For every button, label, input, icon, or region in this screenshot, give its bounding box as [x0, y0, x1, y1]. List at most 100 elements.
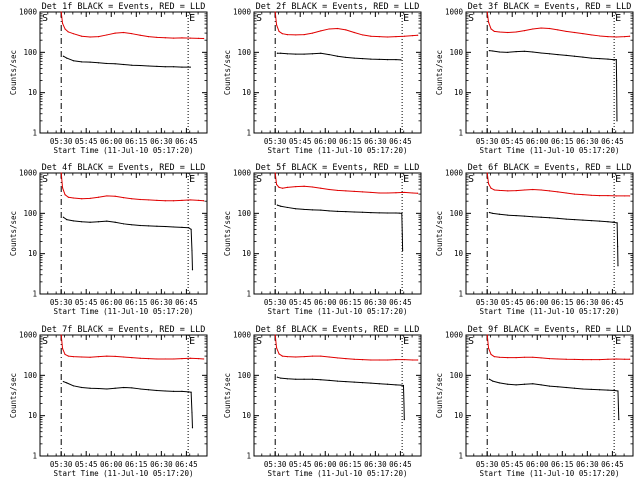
data-point-events	[590, 57, 592, 59]
data-point-events	[540, 384, 542, 386]
data-point-lld	[198, 37, 200, 39]
x-tick-label: 06:45	[601, 460, 624, 469]
data-point-lld	[114, 195, 116, 197]
data-point-lld	[122, 197, 125, 199]
data-point-events	[498, 51, 500, 53]
data-point-events	[403, 418, 405, 421]
plot-frame	[253, 11, 422, 134]
data-point-lld	[565, 192, 567, 194]
data-point-events	[398, 212, 400, 214]
data-point-events	[565, 54, 567, 56]
data-point-lld	[274, 11, 276, 13]
data-point-events	[295, 53, 297, 55]
data-point-lld	[353, 190, 355, 192]
data-point-events	[114, 63, 116, 65]
data-point-lld	[387, 192, 389, 194]
end-marker: E	[403, 174, 409, 185]
data-point-events	[395, 59, 397, 61]
data-point-lld	[412, 192, 414, 194]
data-point-lld	[353, 358, 355, 360]
data-point-lld	[198, 358, 200, 360]
data-point-events	[131, 387, 133, 389]
data-point-lld	[60, 11, 62, 13]
data-point-lld	[599, 195, 601, 197]
data-point-events	[311, 209, 314, 211]
data-point-events	[62, 216, 64, 218]
data-point-lld	[311, 32, 314, 34]
data-point-lld	[523, 356, 526, 358]
data-point-events	[276, 376, 278, 378]
data-point-events	[72, 220, 74, 222]
data-point-events	[492, 380, 494, 382]
data-point-lld	[189, 37, 191, 39]
x-axis-label: Start Time (11-Jul-10 05:17:20)	[54, 146, 194, 155]
data-point-lld	[370, 359, 372, 361]
chart-panel-3: Det 3f BLACK = Events, RED = LLD 1 10 100 10…	[435, 2, 634, 155]
x-tick-label: 06:30	[364, 137, 387, 146]
data-point-lld	[139, 198, 141, 201]
data-point-events	[612, 221, 614, 223]
data-point-lld	[281, 355, 283, 357]
data-point-lld	[139, 357, 141, 359]
chart-panel-2: Det 2f BLACK = Events, RED = LLD 1 10 100 10…	[223, 2, 422, 155]
data-point-lld	[181, 199, 183, 201]
data-point-lld	[515, 190, 517, 192]
chart-title: Det 1f BLACK = Events, RED = LLD	[42, 2, 206, 12]
data-point-lld	[81, 356, 83, 358]
data-point-events	[401, 233, 403, 236]
data-point-events	[320, 379, 322, 381]
y-tick-label: 100	[237, 48, 251, 57]
data-point-events	[548, 217, 551, 219]
data-point-events	[156, 65, 158, 67]
data-point-lld	[72, 356, 74, 358]
x-tick-label: 06:30	[150, 137, 173, 146]
series-line-events	[489, 50, 618, 121]
data-point-events	[387, 59, 389, 61]
chart-title: Det 8f BLACK = Events, RED = LLD	[256, 325, 420, 335]
x-tick-label: 06:15	[551, 137, 574, 146]
x-tick-label: 05:45	[289, 298, 312, 307]
data-point-events	[353, 211, 355, 213]
data-point-events	[532, 383, 534, 385]
data-point-lld	[320, 30, 322, 32]
data-point-lld	[97, 36, 100, 38]
x-tick-label: 06:30	[576, 460, 599, 469]
data-point-lld	[303, 34, 305, 36]
data-point-events	[328, 210, 330, 212]
data-point-events	[557, 217, 559, 219]
data-point-events	[353, 381, 355, 383]
data-point-lld	[303, 185, 305, 187]
x-tick-label: 06:15	[339, 137, 362, 146]
data-point-lld	[624, 358, 626, 360]
data-point-events	[523, 50, 526, 52]
data-point-lld	[353, 31, 355, 34]
data-point-events	[387, 212, 389, 214]
data-point-lld	[412, 35, 414, 37]
y-tick-label: 10	[242, 88, 252, 97]
x-axis-label: Start Time (11-Jul-10 05:17:20)	[54, 307, 194, 316]
data-point-lld	[486, 334, 488, 336]
data-point-lld	[64, 28, 66, 30]
data-point-lld	[607, 195, 609, 197]
data-point-events	[147, 225, 150, 227]
data-point-lld	[395, 36, 397, 38]
end-marker: E	[615, 336, 621, 347]
data-point-lld	[286, 34, 288, 36]
data-point-lld	[507, 31, 509, 34]
data-point-events	[336, 380, 339, 382]
x-tick-label: 06:15	[339, 298, 362, 307]
data-point-events	[191, 269, 194, 271]
data-point-events	[336, 210, 339, 212]
y-tick-label: 1000	[233, 8, 252, 17]
data-point-events	[617, 265, 619, 267]
data-point-lld	[164, 200, 166, 202]
data-point-events	[311, 378, 314, 380]
x-tick-label: 05:30	[50, 137, 73, 146]
data-point-lld	[295, 356, 297, 358]
data-point-events	[114, 221, 116, 223]
data-point-lld	[548, 358, 551, 360]
data-point-events	[582, 56, 584, 58]
data-point-lld	[89, 197, 91, 199]
data-point-events	[156, 225, 158, 227]
data-point-events	[345, 380, 347, 383]
